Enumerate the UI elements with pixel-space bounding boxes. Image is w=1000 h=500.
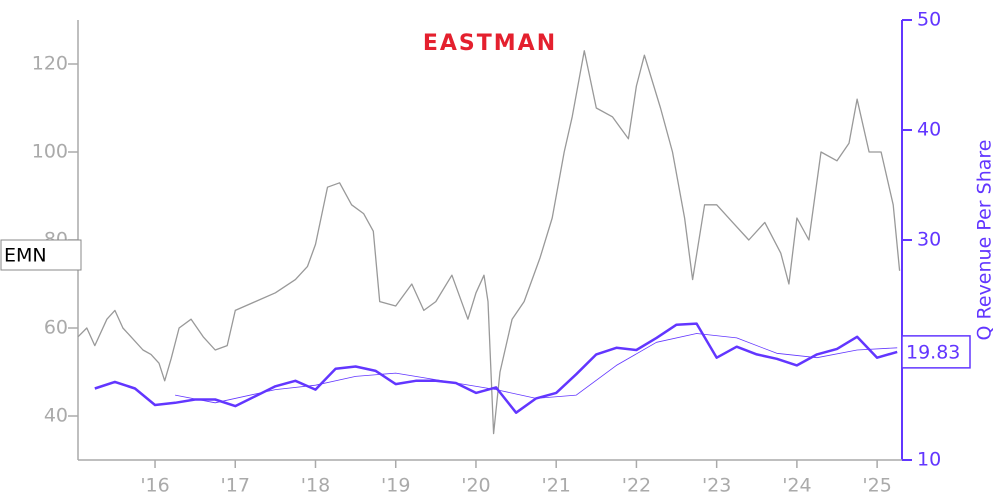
x-tick-label: '21 <box>541 475 570 497</box>
logo: EASTMAN <box>423 31 557 56</box>
x-tick-label: '23 <box>702 475 731 497</box>
last-value-label: 19.83 <box>906 341 960 363</box>
y2-axis-label: Q Revenue Per Share <box>974 140 996 341</box>
series-line <box>175 333 898 404</box>
y2-tick-label: 30 <box>917 229 941 251</box>
x-tick-label: '24 <box>782 475 811 497</box>
y-tick-label: 100 <box>32 141 68 163</box>
x-tick-label: '20 <box>461 475 490 497</box>
y-tick-label: 120 <box>32 53 68 75</box>
y2-tick-label: 10 <box>917 449 941 471</box>
last-value-box <box>901 335 971 369</box>
x-tick-label: '17 <box>221 475 250 497</box>
y-tick-label: 60 <box>44 317 68 339</box>
x-tick-label: '19 <box>381 475 410 497</box>
ticker-box <box>0 239 82 271</box>
series-line <box>94 322 898 414</box>
y-tick-label: 40 <box>44 405 68 427</box>
y2-tick-label: 50 <box>917 9 941 31</box>
x-tick-label: '25 <box>862 475 891 497</box>
series-line <box>77 50 901 435</box>
x-tick-label: '18 <box>301 475 330 497</box>
x-tick-label: '22 <box>622 475 651 497</box>
x-tick-label: '16 <box>140 475 169 497</box>
ticker-label: EMN <box>4 245 47 267</box>
y2-tick-label: 40 <box>917 119 941 141</box>
